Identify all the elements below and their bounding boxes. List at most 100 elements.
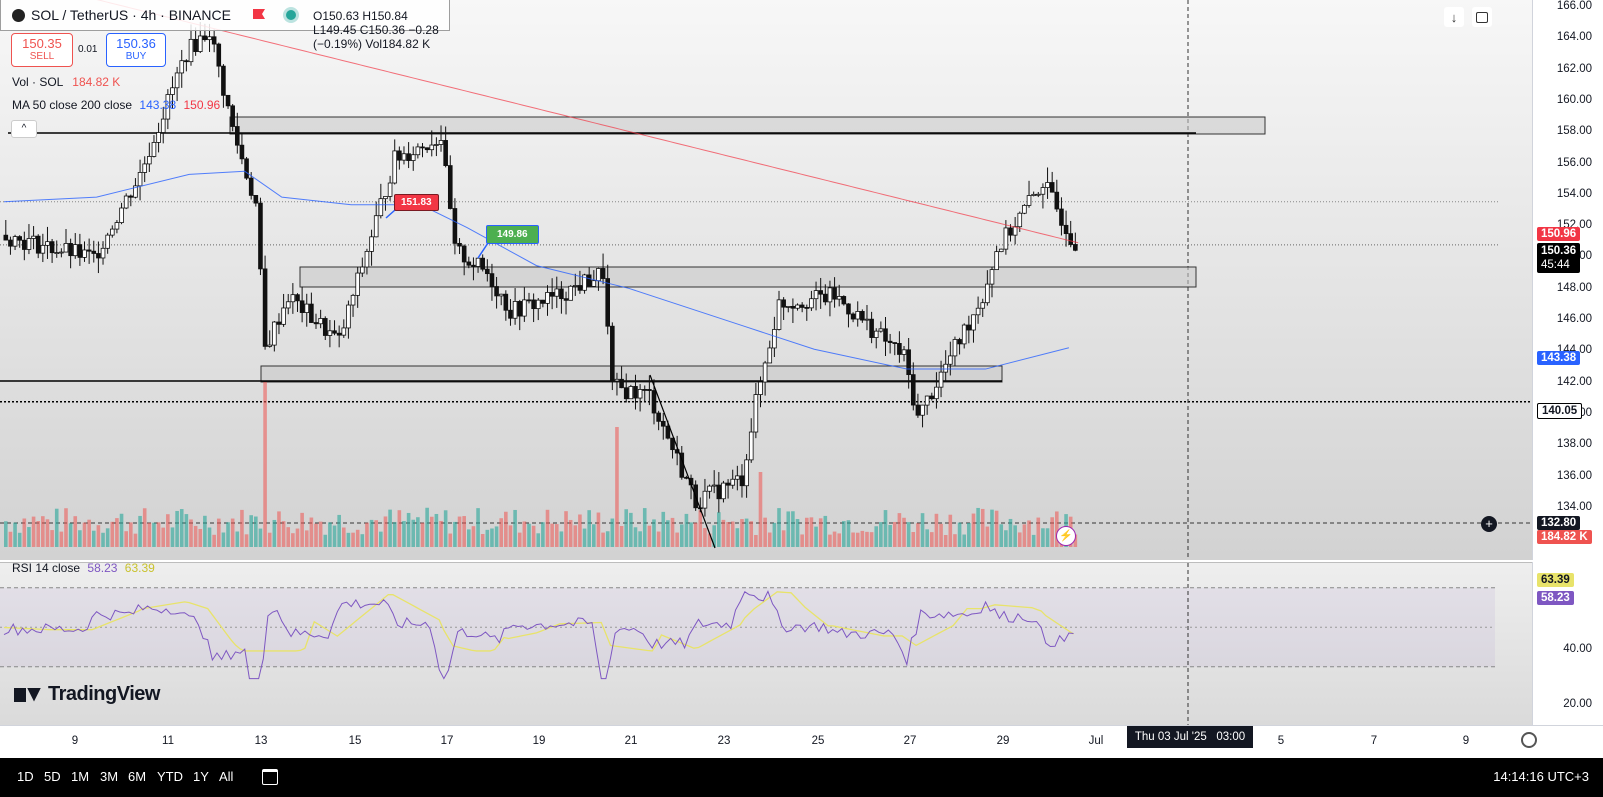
volume-bar bbox=[772, 522, 777, 547]
volume-bar bbox=[105, 528, 110, 547]
candle-body bbox=[998, 248, 1004, 253]
rsi-canvas[interactable] bbox=[0, 563, 1532, 726]
trend-line bbox=[649, 374, 716, 549]
sell-button[interactable]: 150.35 SELL bbox=[11, 33, 73, 67]
timeframe-6m[interactable]: 6M bbox=[128, 769, 147, 784]
volume-bar bbox=[244, 534, 249, 547]
volume-bar bbox=[1027, 520, 1031, 547]
timeframe-all[interactable]: All bbox=[219, 769, 234, 784]
price-axis[interactable]: 166.00 164.00 162.00 160.00 158.00 156.00 154.… bbox=[1481, 0, 1603, 560]
tradingview-logo[interactable]: TradingView bbox=[14, 683, 160, 706]
volume-bar bbox=[13, 522, 17, 547]
volume-bar bbox=[744, 518, 749, 547]
volume-bar bbox=[175, 510, 179, 547]
green-price-flag[interactable]: 149.86 bbox=[486, 225, 539, 244]
candle-body bbox=[860, 311, 865, 321]
candle-body bbox=[156, 132, 161, 143]
candle-body bbox=[517, 301, 523, 317]
rsi-tick-40: 40.00 bbox=[1563, 643, 1592, 655]
volume-bar bbox=[1004, 530, 1008, 547]
volume-bar bbox=[749, 521, 754, 547]
volume-legend[interactable]: Vol · SOL 184.82 K bbox=[12, 75, 120, 89]
timeframe-ytd[interactable]: YTD bbox=[157, 769, 183, 784]
candle-body bbox=[318, 318, 323, 325]
timeframe-3m[interactable]: 3M bbox=[100, 769, 119, 784]
volume-bar bbox=[666, 520, 670, 547]
volume-bar bbox=[791, 511, 795, 547]
price-chart-canvas[interactable] bbox=[0, 0, 1532, 560]
volume-bar bbox=[633, 527, 638, 547]
ohlc-values: O150.63 H150.84 L149.45 C150.36 −0.28 (−… bbox=[313, 9, 439, 51]
tradingview-logo-text: TradingView bbox=[48, 683, 160, 705]
candle-body bbox=[383, 196, 388, 200]
candle-body bbox=[591, 280, 597, 287]
volume-bar bbox=[129, 522, 133, 547]
candle-body bbox=[883, 328, 888, 342]
lightning-icon[interactable]: ⚡ bbox=[1056, 526, 1076, 546]
date-range-button[interactable] bbox=[262, 769, 280, 785]
volume-bar bbox=[976, 507, 980, 547]
rsi-axis[interactable]: 63.39 58.23 40.00 20.00 bbox=[1532, 562, 1603, 725]
time-tick: 25 bbox=[811, 735, 825, 747]
volume-bar bbox=[879, 522, 883, 547]
volume-bar bbox=[800, 534, 804, 547]
volume-bar bbox=[87, 519, 91, 547]
buy-button[interactable]: 150.36 BUY bbox=[106, 33, 166, 67]
volume-bar bbox=[485, 529, 490, 547]
time-tick: 27 bbox=[903, 735, 917, 747]
candle-body bbox=[475, 257, 481, 267]
volume-bar bbox=[346, 532, 351, 547]
volume-bar bbox=[388, 509, 392, 547]
fullscreen-button[interactable] bbox=[1472, 7, 1492, 27]
volume-bar bbox=[4, 521, 8, 547]
candle-body bbox=[105, 234, 110, 249]
red-price-flag[interactable]: 151.83 bbox=[394, 194, 439, 211]
volume-bar bbox=[1073, 534, 1078, 547]
candle-body bbox=[725, 482, 731, 486]
candle-body bbox=[160, 118, 166, 133]
volume-bar bbox=[763, 517, 767, 547]
collapse-legend-button[interactable]: ^ bbox=[11, 120, 37, 138]
rsi-pane[interactable]: RSI 14 close 58.23 63.39 TradingView bbox=[0, 562, 1532, 726]
symbol-title[interactable]: SOL / TetherUS · 4h · BINANCE bbox=[31, 7, 231, 23]
download-button[interactable]: ↓ bbox=[1444, 7, 1464, 27]
volume-bar bbox=[601, 532, 605, 547]
candle-body bbox=[31, 235, 36, 239]
candle-body bbox=[985, 283, 990, 304]
volume-bar bbox=[1031, 534, 1036, 547]
timeframe-1y[interactable]: 1Y bbox=[193, 769, 209, 784]
candle-body bbox=[512, 301, 518, 319]
volume-bar bbox=[156, 522, 161, 547]
candle-body bbox=[360, 266, 365, 274]
candle-body bbox=[1068, 233, 1074, 245]
candle-body bbox=[429, 144, 435, 151]
timeframe-1m[interactable]: 1M bbox=[71, 769, 90, 784]
candle-body bbox=[855, 311, 861, 320]
candle-body bbox=[336, 332, 342, 336]
rsi-legend[interactable]: RSI 14 close 58.23 63.39 bbox=[12, 563, 155, 575]
add-alert-button[interactable]: + bbox=[1481, 516, 1497, 532]
candle-body bbox=[809, 298, 814, 309]
ma-legend[interactable]: MA 50 close 200 close 143.38 150.96 bbox=[12, 98, 220, 112]
time-axis[interactable]: 9 11 13 15 17 19 21 23 25 27 29 Jul 5 7 9 Thu 03 Jul '… bbox=[0, 725, 1603, 758]
candle-body bbox=[994, 251, 999, 271]
chart-settings-button[interactable] bbox=[1520, 731, 1538, 749]
clock[interactable]: 14:14:16 UTC+3 bbox=[1493, 769, 1589, 784]
volume-bar bbox=[448, 533, 453, 547]
volume-bar bbox=[429, 516, 434, 547]
price-tick: 164.00 bbox=[1556, 31, 1592, 44]
volume-bar bbox=[911, 532, 916, 547]
candle-body bbox=[438, 140, 444, 145]
volume-bar bbox=[916, 523, 920, 547]
volume-bar bbox=[758, 472, 763, 547]
horizontal-line-price-tag: 140.05 bbox=[1537, 403, 1583, 419]
timeframe-5d[interactable]: 5D bbox=[44, 769, 61, 784]
candle-body bbox=[600, 268, 606, 279]
price-tick: 166.00 bbox=[1556, 0, 1592, 12]
flag-icon[interactable] bbox=[253, 9, 265, 19]
ma50-line bbox=[3, 170, 1070, 370]
price-chart[interactable]: SOL / TetherUS · 4h · BINANCE O150.63 H1… bbox=[0, 0, 1532, 560]
timeframe-1d[interactable]: 1D bbox=[17, 769, 34, 784]
volume-bar bbox=[568, 519, 573, 547]
volume-bar bbox=[27, 527, 31, 547]
